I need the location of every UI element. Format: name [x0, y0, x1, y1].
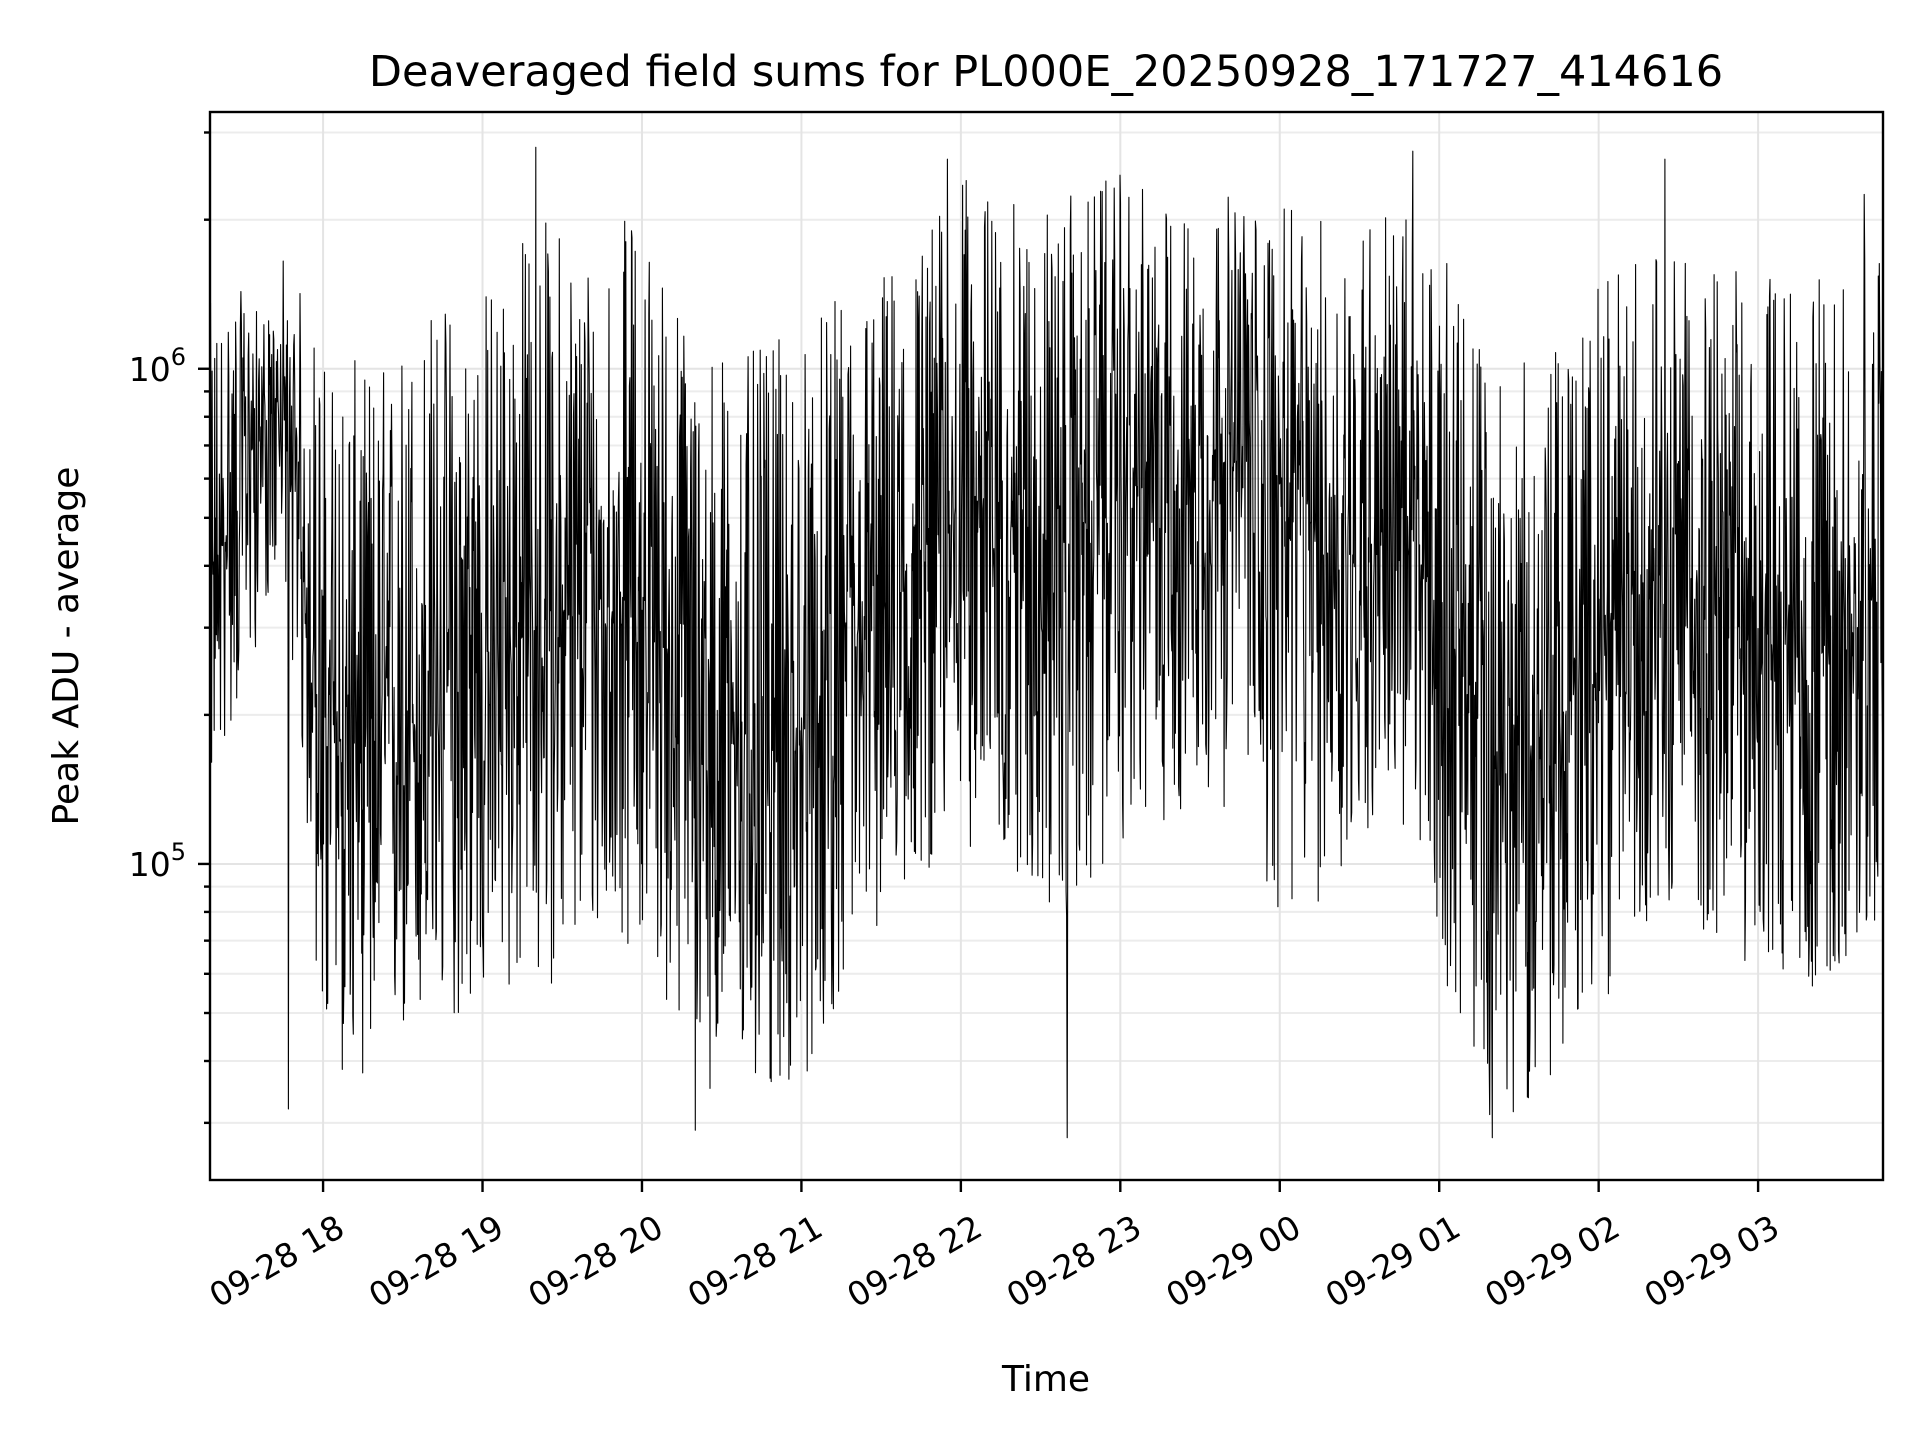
- y-tick-label: 106: [129, 343, 186, 389]
- y-axis: 105 106: [129, 131, 210, 1125]
- plot-frame: [208, 110, 1885, 1182]
- y-tick-label: 105: [129, 838, 186, 884]
- series-line: [209, 146, 1884, 1139]
- x-axis-label: Time: [1001, 1359, 1090, 1400]
- chart-title: Deaveraged field sums for PL000E_2025092…: [369, 47, 1723, 97]
- y-axis-label: Peak ADU - average: [46, 467, 87, 826]
- plot-area: [209, 146, 1884, 1139]
